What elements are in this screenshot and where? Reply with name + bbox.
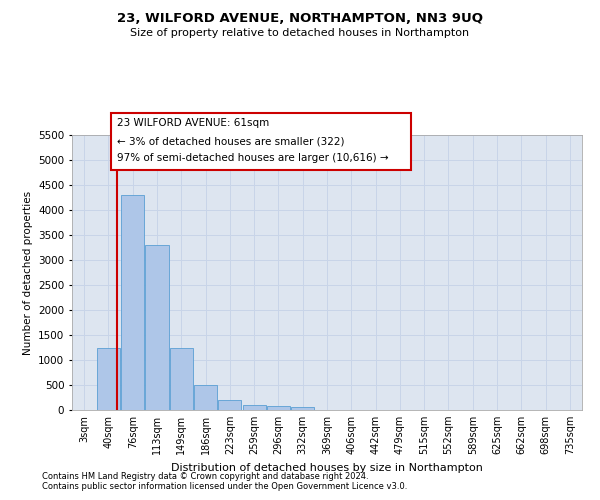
- Bar: [97, 348, 120, 410]
- Bar: [291, 406, 314, 410]
- Text: Contains HM Land Registry data © Crown copyright and database right 2024.: Contains HM Land Registry data © Crown c…: [42, 472, 368, 481]
- Bar: [170, 348, 193, 410]
- Bar: [267, 406, 290, 410]
- Bar: [121, 195, 144, 410]
- Text: ← 3% of detached houses are smaller (322): ← 3% of detached houses are smaller (322…: [117, 136, 344, 146]
- Text: Contains public sector information licensed under the Open Government Licence v3: Contains public sector information licen…: [42, 482, 407, 491]
- Text: 97% of semi-detached houses are larger (10,616) →: 97% of semi-detached houses are larger (…: [117, 154, 389, 164]
- Bar: [242, 405, 266, 410]
- X-axis label: Distribution of detached houses by size in Northampton: Distribution of detached houses by size …: [171, 462, 483, 472]
- Bar: [218, 400, 241, 410]
- Text: 23, WILFORD AVENUE, NORTHAMPTON, NN3 9UQ: 23, WILFORD AVENUE, NORTHAMPTON, NN3 9UQ: [117, 12, 483, 26]
- Bar: [145, 245, 169, 410]
- Text: 23 WILFORD AVENUE: 61sqm: 23 WILFORD AVENUE: 61sqm: [117, 118, 269, 128]
- Bar: [194, 385, 217, 410]
- Text: Size of property relative to detached houses in Northampton: Size of property relative to detached ho…: [130, 28, 470, 38]
- Y-axis label: Number of detached properties: Number of detached properties: [23, 190, 32, 354]
